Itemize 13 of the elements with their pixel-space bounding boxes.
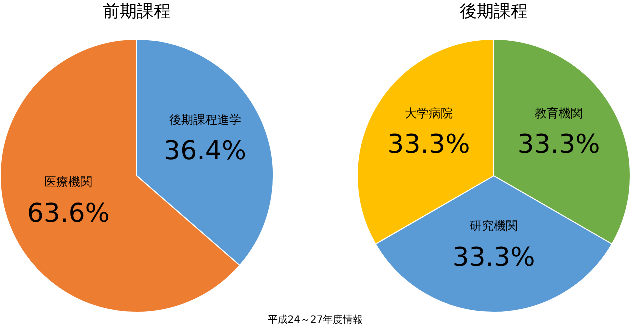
chart-title: 前期課程 (102, 1, 172, 24)
data-label: 33.3% (518, 130, 600, 160)
chart-title: 後期課程 (459, 1, 529, 24)
text: 平成24～27年度情報 (266, 314, 364, 327)
slice-label: 大学病院 (404, 106, 453, 121)
data-label: 33.3% (452, 242, 536, 273)
data-label: 33.3% (388, 130, 470, 160)
slice-label: 研究機関 (470, 219, 518, 234)
data-label: 63.6% (27, 198, 110, 229)
slice-label: 医療機関 (44, 175, 93, 190)
slice-label: 後期課程進学 (169, 113, 242, 128)
data-label: 36.4% (164, 136, 247, 167)
slice-label: 教育機関 (535, 106, 584, 121)
